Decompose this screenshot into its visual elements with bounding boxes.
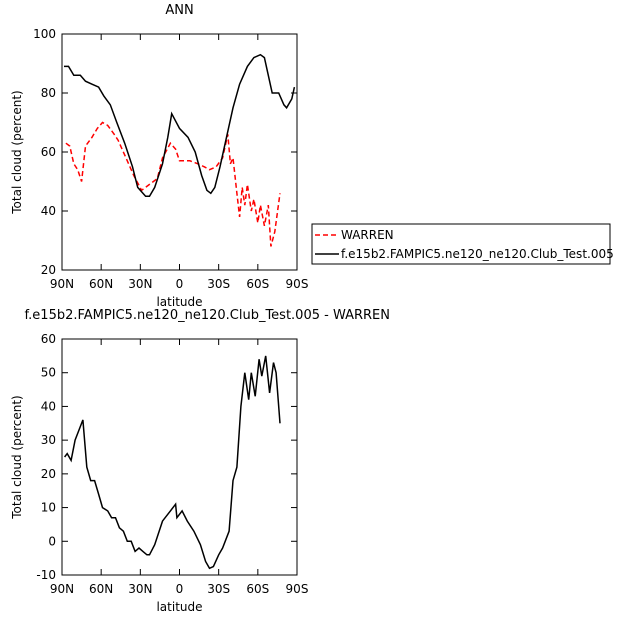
- y-tick-label: 40: [41, 399, 56, 413]
- y-tick-label: 60: [41, 145, 56, 159]
- y-tick-label: 10: [41, 501, 56, 515]
- x-tick-label: 60S: [246, 582, 269, 596]
- x-tick-label: 30N: [128, 582, 152, 596]
- plot-frame: [61, 33, 298, 271]
- x-tick-label: 0: [176, 582, 184, 596]
- chart-title: ANN: [165, 3, 193, 18]
- x-axis-label: latitude: [156, 600, 202, 614]
- x-axis-label: latitude: [156, 295, 202, 309]
- x-tick-label: 60S: [246, 277, 269, 291]
- y-tick-label: 20: [41, 467, 56, 481]
- x-tick-label: 90S: [286, 582, 309, 596]
- x-tick-label: 60N: [89, 277, 113, 291]
- data-line: [65, 121, 281, 247]
- x-tick-label: 30S: [207, 582, 230, 596]
- chart-title: f.e15b2.FAMPIC5.ne120_ne120.Club_Test.00…: [25, 308, 390, 323]
- y-tick-label: 80: [41, 86, 56, 100]
- x-tick-label: 0: [176, 277, 184, 291]
- y-tick-label: 40: [41, 204, 56, 218]
- x-tick-label: 60N: [89, 582, 113, 596]
- x-tick-label: 30N: [128, 277, 152, 291]
- y-tick-label: 60: [41, 332, 56, 346]
- x-tick-label: 90S: [286, 277, 309, 291]
- legend-label: WARREN: [341, 228, 394, 242]
- y-tick-label: 0: [48, 534, 56, 548]
- y-tick-label: 20: [41, 263, 56, 277]
- y-tick-label: 100: [33, 27, 56, 41]
- legend-label: f.e15b2.FAMPIC5.ne120_ne120.Club_Test.00…: [341, 247, 614, 261]
- y-axis-label: Total cloud (percent): [10, 90, 24, 214]
- x-tick-label: 90N: [50, 582, 74, 596]
- legend-box: [311, 223, 611, 265]
- y-tick-label: 50: [41, 366, 56, 380]
- y-axis-label: Total cloud (percent): [10, 395, 24, 519]
- data-line: [64, 53, 296, 198]
- x-tick-label: 90N: [50, 277, 74, 291]
- x-tick-label: 30S: [207, 277, 230, 291]
- y-tick-label: -10: [36, 568, 56, 582]
- y-tick-label: 30: [41, 433, 56, 447]
- data-line: [64, 355, 281, 570]
